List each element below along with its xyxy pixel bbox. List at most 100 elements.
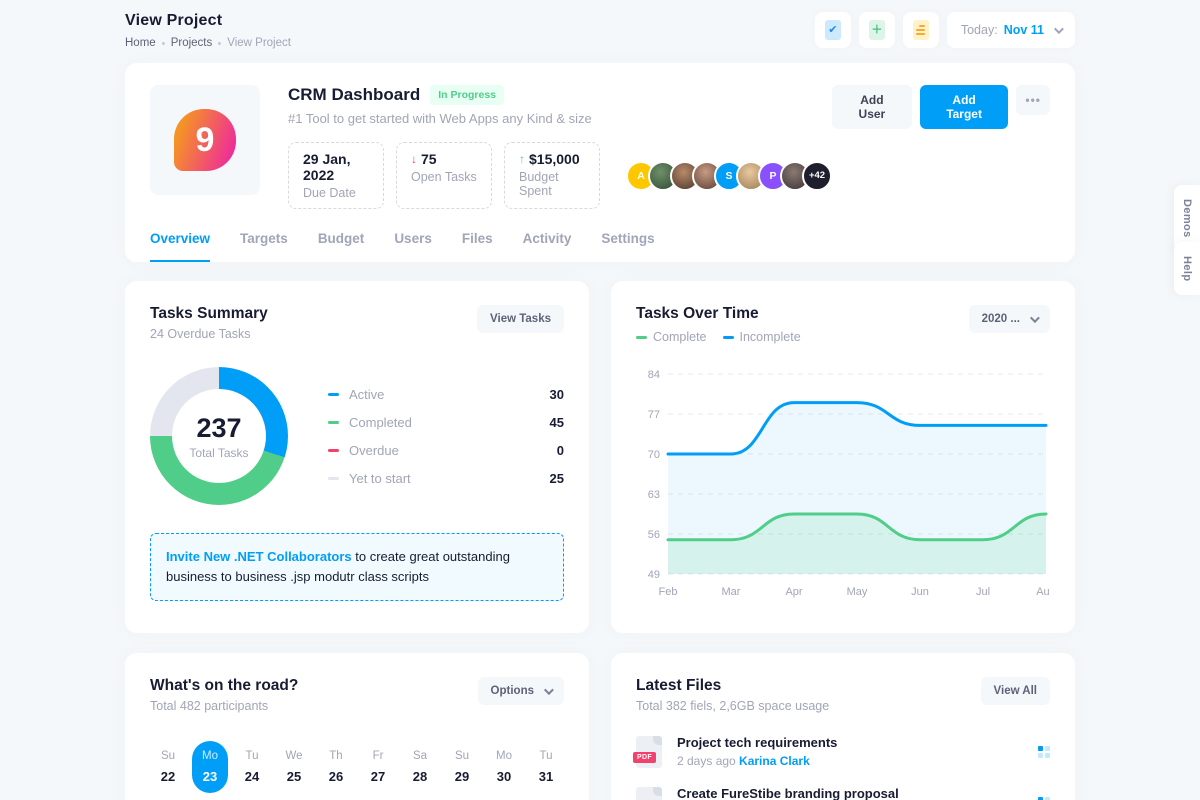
breadcrumb-item[interactable]: Home: [125, 37, 156, 49]
day-number: 28: [412, 769, 428, 784]
tab-activity[interactable]: Activity: [522, 231, 572, 246]
tab-budget[interactable]: Budget: [317, 231, 365, 246]
day-number: 30: [496, 769, 512, 784]
page-header: View Project Home Projects View Project ✔ …: [125, 12, 1075, 49]
project-logo: 9: [150, 85, 260, 195]
legend-label: Overdue: [349, 442, 399, 458]
stat-label: Open Tasks: [411, 170, 477, 184]
file-name-link[interactable]: Project tech requirements: [677, 735, 838, 750]
project-title: CRM Dashboard: [288, 85, 421, 104]
road-title: What's on the road?: [150, 677, 299, 694]
legend-dash-icon: [328, 448, 339, 452]
more-options-button[interactable]: •••: [1016, 85, 1050, 115]
legend-value: 0: [556, 442, 564, 458]
legend-value: 25: [549, 470, 564, 486]
calendar-day[interactable]: Mo 30: [486, 741, 522, 793]
tasks-legend: Active 30 Completed 45 Overdue 0 Yet to start 2…: [328, 387, 564, 486]
svg-text:Jul: Jul: [976, 586, 990, 598]
calendar-day[interactable]: Fr 27: [360, 741, 396, 793]
svg-text:84: 84: [648, 369, 660, 381]
line-chart: 84 77 70 63 56 49 Feb Mar Apr May Jun Jul Aug: [636, 356, 1056, 609]
donut-caption: Total Tasks: [189, 445, 249, 460]
file-lines-icon: [912, 20, 929, 40]
year-dropdown[interactable]: 2020 ...: [968, 305, 1050, 333]
day-of-week-label: Mo: [202, 750, 218, 762]
svg-text:77: 77: [648, 409, 660, 421]
add-target-button[interactable]: Add Target: [919, 85, 1009, 129]
legend-label: Yet to start: [349, 470, 411, 486]
file-check-button[interactable]: ✔: [814, 12, 851, 48]
file-person-link[interactable]: Karina Clark: [739, 754, 810, 768]
file-plus-icon: ＋: [868, 20, 885, 40]
legend-item-label: Complete: [653, 330, 707, 344]
file-info: Create FureStibe branding proposalDue in…: [677, 786, 899, 800]
calendar-day[interactable]: Su 22: [150, 741, 186, 793]
grid-dots-icon[interactable]: [1038, 745, 1050, 758]
invite-collaborators-link[interactable]: Invite New .NET Collaborators: [166, 549, 352, 564]
file-lines-button[interactable]: [902, 12, 939, 48]
svg-text:Apr: Apr: [785, 586, 802, 598]
date-selector[interactable]: Today: Nov 11: [946, 12, 1075, 48]
year-dropdown-value: 2020 ...: [981, 313, 1020, 325]
legend-dash-icon: [328, 476, 339, 480]
legend-label: Active: [349, 386, 385, 402]
calendar-day[interactable]: We 25: [276, 741, 312, 793]
today-label: Today:: [960, 23, 998, 37]
day-of-week-label: Mo: [496, 750, 512, 762]
breadcrumb-item[interactable]: Projects: [170, 37, 213, 49]
day-of-week-label: Su: [454, 750, 470, 762]
project-stat-box: ↑ $15,000 Budget Spent: [504, 142, 600, 209]
calendar-day[interactable]: Th 26: [318, 741, 354, 793]
day-number: 24: [244, 769, 260, 784]
file-info: Project tech requirements 2 days ago Kari…: [677, 735, 837, 768]
calendar-day[interactable]: Tu 24: [234, 741, 270, 793]
add-user-button[interactable]: Add User: [832, 85, 912, 129]
line-chart-legend: Complete Incomplete: [636, 330, 801, 344]
svg-text:May: May: [847, 586, 868, 598]
breadcrumb-separator: [161, 41, 165, 45]
day-number: 23: [202, 769, 218, 784]
tab-files[interactable]: Files: [461, 231, 493, 246]
tab-overview[interactable]: Overview: [150, 231, 211, 262]
chevron-down-icon: [543, 684, 554, 695]
calendar-day[interactable]: Tu 31: [528, 741, 564, 793]
file-type-badge: PDF: [633, 751, 656, 763]
legend-value: 30: [549, 386, 564, 402]
view-all-button[interactable]: View All: [980, 677, 1050, 705]
file-check-icon: ✔: [824, 20, 841, 40]
project-stat-box: ↓ 75 Open Tasks: [396, 142, 492, 209]
tab-targets[interactable]: Targets: [240, 231, 288, 246]
day-number: 29: [454, 769, 470, 784]
tab-users[interactable]: Users: [394, 231, 432, 246]
day-of-week-label: Fr: [372, 750, 384, 762]
demos-side-tab[interactable]: Demos: [1174, 185, 1200, 252]
page-title: View Project: [125, 12, 223, 29]
stat-value: ↑ $15,000: [519, 151, 580, 167]
grid-dots-icon[interactable]: [1038, 796, 1050, 800]
day-number: 22: [160, 769, 176, 784]
file-name-link[interactable]: Create FureStibe branding proposal: [677, 786, 899, 800]
tab-settings[interactable]: Settings: [601, 231, 655, 246]
donut-total: 237: [196, 412, 242, 443]
file-list: PDF Project tech requirements 2 days ago K…: [633, 735, 1050, 800]
stat-label: Due Date: [303, 186, 356, 200]
day-number: 31: [538, 769, 554, 784]
tasks-summary-card: Tasks Summary 24 Overdue Tasks View Task…: [125, 281, 589, 633]
file-icon: DOC: [636, 786, 662, 800]
svg-text:63: 63: [648, 489, 660, 501]
day-of-week-label: Th: [329, 750, 343, 762]
svg-text:Feb: Feb: [659, 586, 678, 598]
calendar-day[interactable]: Sa 28: [402, 741, 438, 793]
today-value: Nov 11: [1003, 23, 1044, 37]
breadcrumb-item: View Project: [227, 37, 291, 49]
calendar-day[interactable]: Mo 23: [192, 741, 228, 793]
help-side-tab[interactable]: Help: [1174, 242, 1200, 296]
legend-dash-icon: [636, 335, 647, 339]
svg-text:70: 70: [648, 449, 660, 461]
avatar-more-count[interactable]: +42: [802, 160, 832, 191]
options-dropdown[interactable]: Options: [477, 677, 564, 705]
file-row: DOC Create FureStibe branding proposalDue…: [636, 786, 1050, 800]
view-tasks-button[interactable]: View Tasks: [477, 305, 564, 333]
calendar-day[interactable]: Su 29: [444, 741, 480, 793]
file-plus-button[interactable]: ＋: [858, 12, 895, 48]
